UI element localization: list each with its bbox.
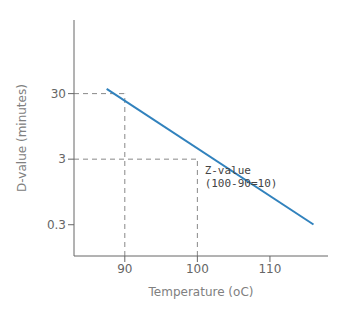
svg-text:90: 90 xyxy=(117,262,132,276)
svg-text:Z-value(100-90=10): Z-value(100-90=10) xyxy=(205,164,278,190)
svg-text:3: 3 xyxy=(58,152,66,166)
svg-text:110: 110 xyxy=(258,262,281,276)
svg-text:Temperature (oC): Temperature (oC) xyxy=(148,285,254,299)
svg-text:100: 100 xyxy=(186,262,209,276)
svg-text:0.3: 0.3 xyxy=(47,218,66,232)
svg-text:30: 30 xyxy=(51,87,66,101)
svg-text:D-value (minutes): D-value (minutes) xyxy=(15,84,29,192)
